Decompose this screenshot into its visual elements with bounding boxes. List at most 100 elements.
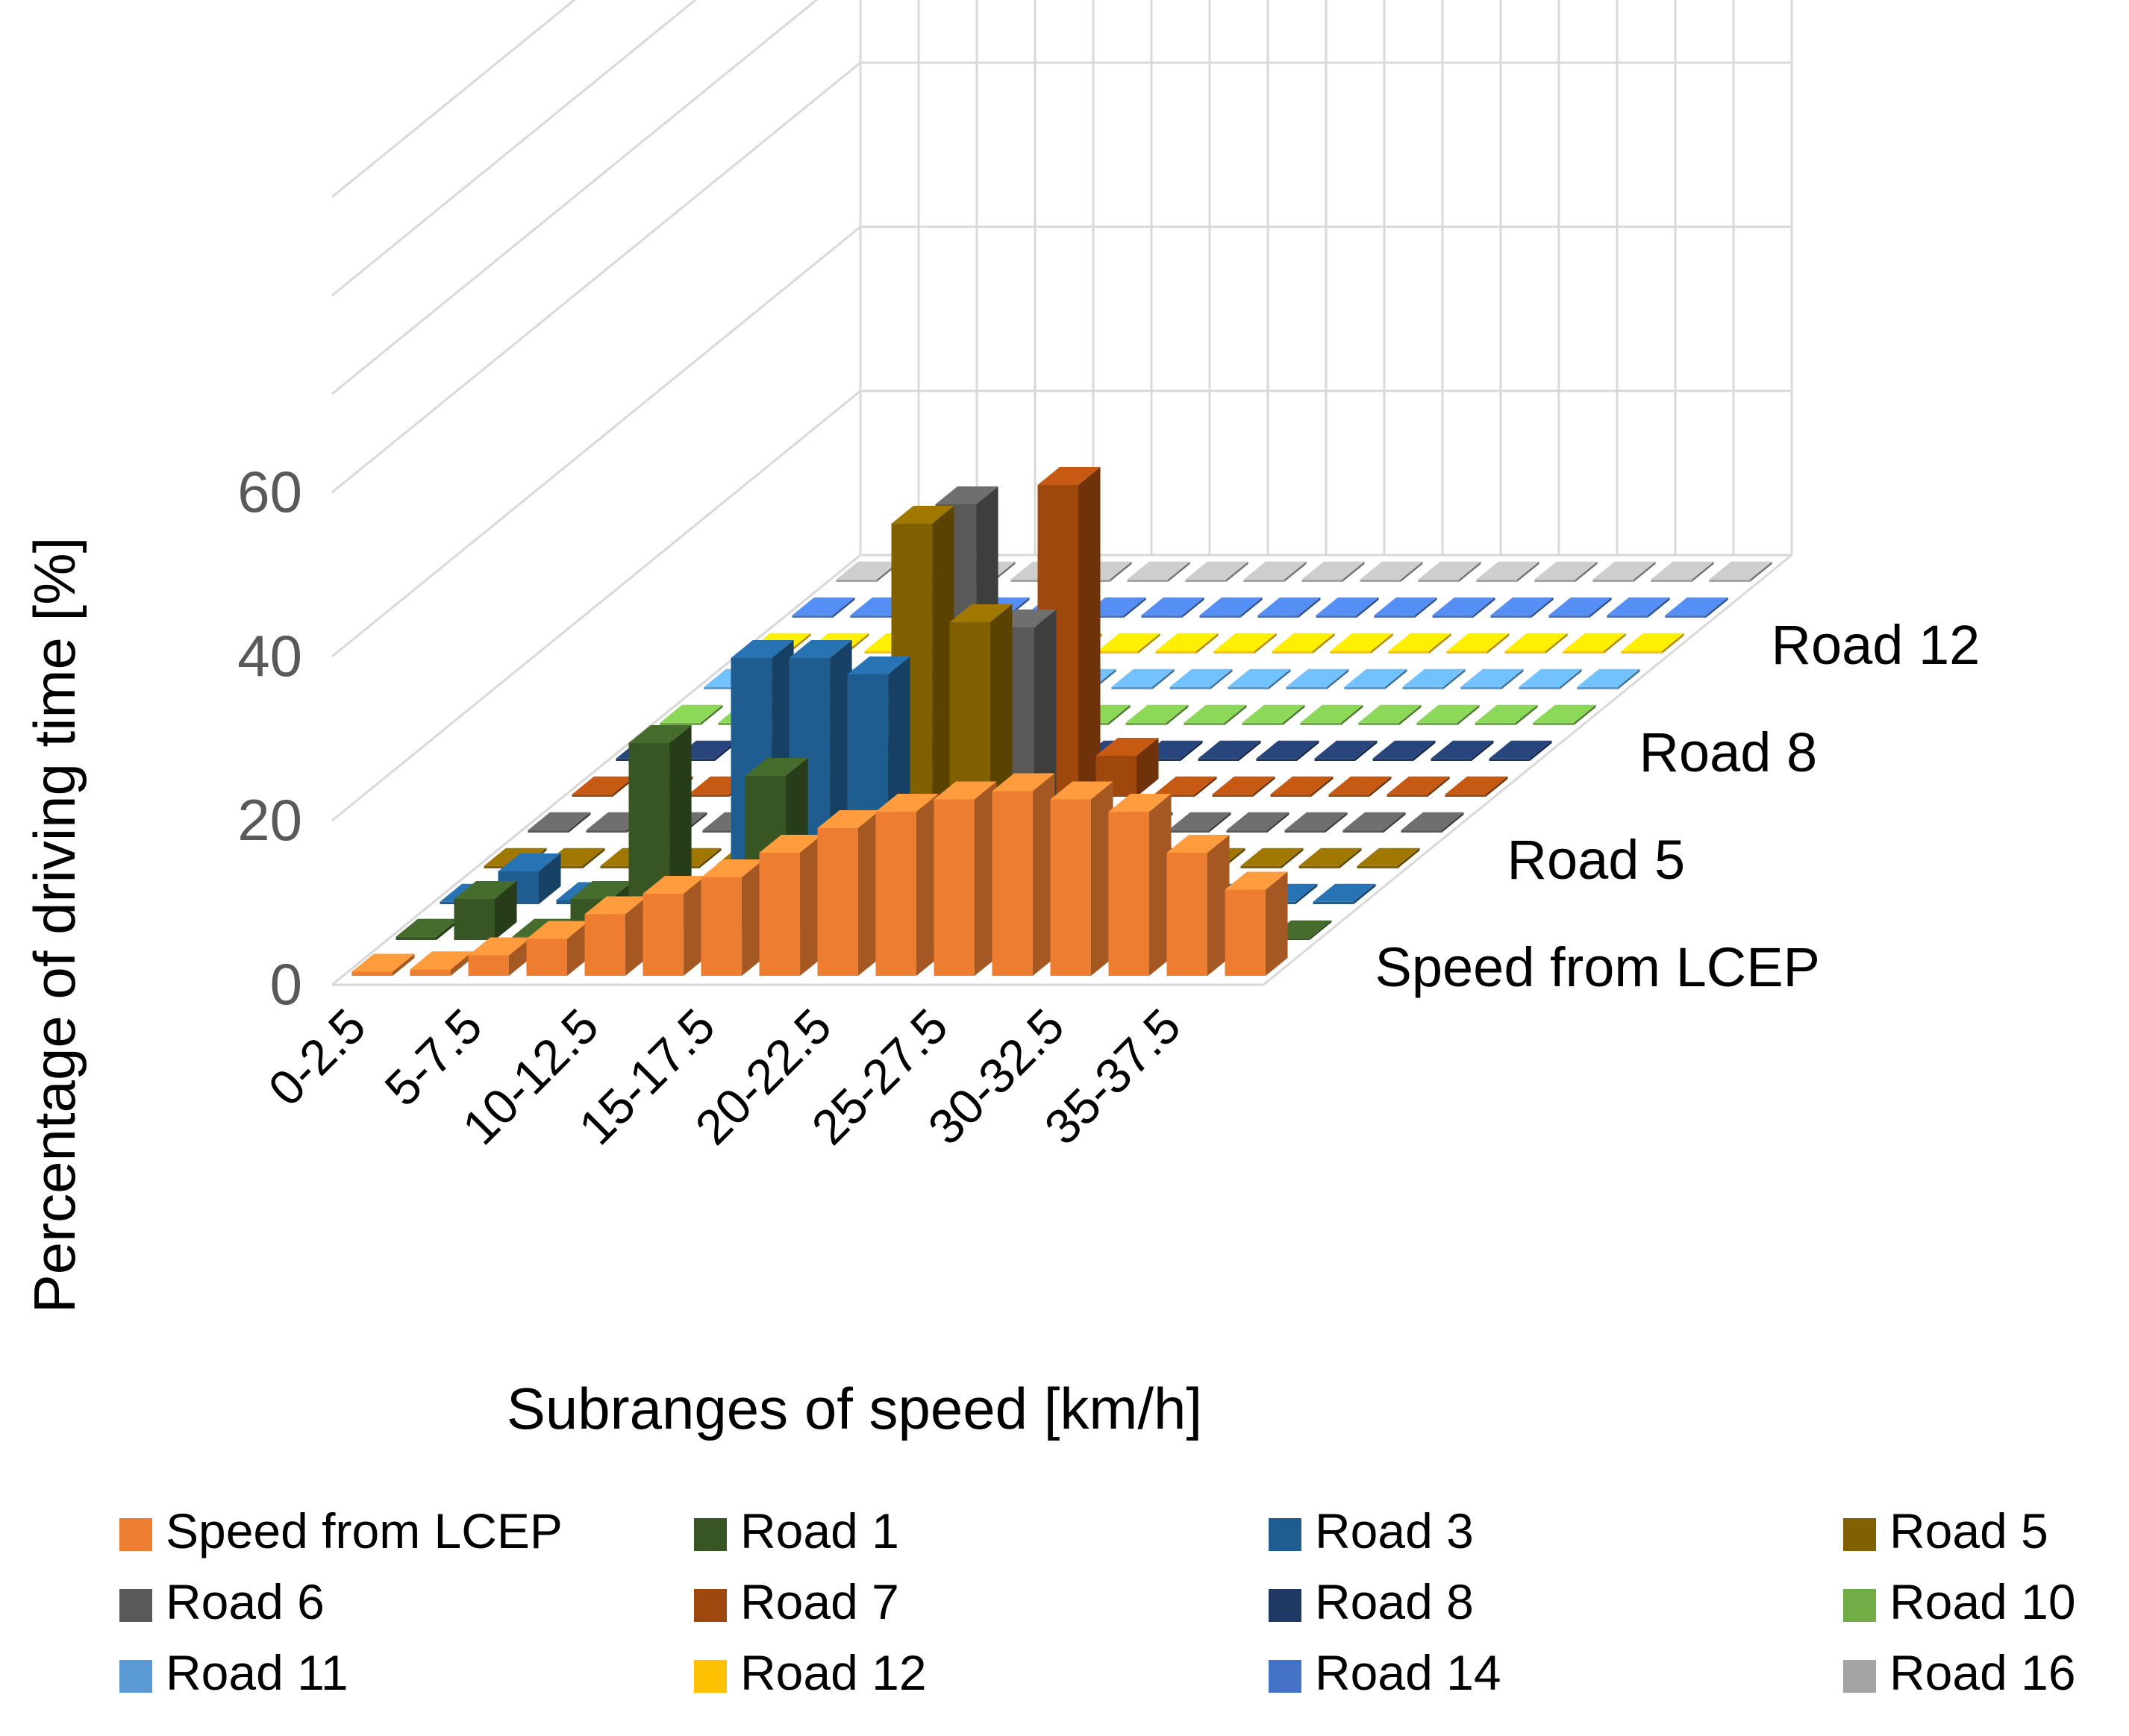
bar-road-16-15-17.5 <box>1185 561 1248 582</box>
bar-front-face <box>992 791 1033 976</box>
legend-swatch <box>1843 1518 1876 1551</box>
legend: Speed from LCEP Road 1 Road 3 Road 5 Road 6 R… <box>119 1503 2076 1700</box>
bar-side-face <box>1339 847 1362 868</box>
y-tick-label: 20 <box>237 787 302 853</box>
legend-swatch <box>119 1518 152 1551</box>
depth-axis-label: Road 12 <box>1772 614 1980 676</box>
bar-top-face <box>1651 561 1714 580</box>
bar-front-face <box>701 877 743 976</box>
bar-front-face <box>1548 615 1590 618</box>
bar-top-face <box>1607 597 1670 615</box>
bar-side-face <box>1530 740 1552 761</box>
bar-side-face <box>1648 597 1670 618</box>
bar-top-face <box>526 921 590 939</box>
bar-top-face <box>1185 561 1248 580</box>
bar-road-6-27.5-30 <box>1168 812 1231 833</box>
bar-side-face <box>1209 812 1231 833</box>
bar-road-7-35-37.5 <box>1386 776 1450 797</box>
bar-top-face <box>1169 668 1233 687</box>
legend-item: Road 14 <box>1269 1645 1501 1700</box>
bar-top-face <box>1257 597 1321 615</box>
bar-front-face <box>1243 579 1285 582</box>
bar-side-face <box>1429 633 1451 654</box>
bar-road-10-27.5-30 <box>1300 704 1363 725</box>
bar-side-face <box>1618 668 1640 689</box>
bar-top-face <box>484 847 547 866</box>
bar-side-face <box>393 953 415 976</box>
bar-front-face <box>1416 722 1457 725</box>
legend-label: Road 6 <box>166 1574 325 1629</box>
bar-road-16-22.5-25 <box>1360 561 1423 582</box>
bar-front-face <box>875 812 916 976</box>
bar-top-face <box>1050 781 1113 800</box>
bar-top-face <box>759 835 822 853</box>
bar-side-face <box>1225 704 1247 725</box>
bar-side-face <box>1604 633 1626 654</box>
bar-top-face <box>1388 633 1451 651</box>
bar-front-face <box>1475 722 1516 725</box>
bar-front-face <box>1651 579 1692 582</box>
bar-speed-from-lcep-27.5-30 <box>992 773 1055 976</box>
bar-top-face <box>1108 794 1172 812</box>
bar-side-face <box>1284 561 1307 582</box>
bar-road-6-35-37.5 <box>1342 812 1406 833</box>
bar-side-face <box>569 812 591 833</box>
bar-road-10-25-27.5 <box>1242 704 1305 725</box>
bar-front-face <box>1298 865 1339 868</box>
bar-front-face <box>526 938 567 976</box>
bar-top-face <box>1270 776 1334 795</box>
bar-road-16-17.5-20 <box>1243 561 1307 582</box>
bar-side-face <box>1181 740 1203 761</box>
bar-side-face <box>1267 812 1289 833</box>
bar-top-face <box>1489 740 1552 759</box>
legend-swatch <box>1843 1660 1876 1693</box>
bar-front-face <box>1445 794 1486 797</box>
bar-front-face <box>1402 686 1443 689</box>
bar-top-face <box>1284 812 1348 830</box>
bar-road-6-30-32.5 <box>1226 812 1289 833</box>
bar-road-10-0-2.5 <box>660 704 723 725</box>
bar-road-7-30-32.5 <box>1270 776 1334 797</box>
bar-side-face <box>1398 847 1420 868</box>
legend-swatch <box>119 1660 152 1693</box>
legend-label: Road 5 <box>1889 1503 2048 1558</box>
bar-top-face <box>1534 561 1598 580</box>
bar-road-10-30-32.5 <box>1358 704 1422 725</box>
bar-speed-from-lcep-5-7.5 <box>468 937 531 976</box>
bar-road-14-32.5-35 <box>1548 597 1612 618</box>
legend-swatch <box>1269 1518 1301 1551</box>
bar-top-face <box>1166 835 1230 853</box>
bar-top-face <box>410 951 473 970</box>
bar-side-face <box>1138 633 1160 654</box>
bar-road-7-32.5-35 <box>1328 776 1392 797</box>
bar-side-face <box>1517 561 1539 582</box>
y-tick-label: 0 <box>270 951 302 1017</box>
depth-axis-label: Road 8 <box>1639 721 1818 783</box>
bar-top-face <box>1358 704 1422 723</box>
bar-side-face <box>1168 561 1190 582</box>
bar-top-face <box>1357 847 1420 866</box>
bar-speed-from-lcep-32.5-35 <box>1108 794 1172 976</box>
bar-side-face <box>1443 668 1466 689</box>
bar-side-face <box>1078 467 1101 797</box>
bar-top-face <box>1401 812 1464 830</box>
bar-side-face <box>932 506 954 868</box>
bar-side-face <box>1706 597 1728 618</box>
bar-top-face <box>817 810 881 828</box>
bar-side-face <box>1401 561 1423 582</box>
bar-road-8-25-27.5 <box>1198 740 1261 761</box>
bar-road-10-32.5-35 <box>1416 704 1480 725</box>
bar-speed-from-lcep-22.5-25 <box>875 794 939 976</box>
side-wall-gridline <box>331 389 861 822</box>
bar-top-face <box>351 953 415 972</box>
bar-top-face <box>1475 704 1538 723</box>
legend-label: Road 11 <box>166 1645 348 1700</box>
legend-swatch <box>119 1589 152 1622</box>
bar-side-face <box>583 847 605 868</box>
bar-front-face <box>1316 615 1357 618</box>
bar-front-face <box>1272 651 1313 654</box>
bar-road-16-37.5-40 <box>1709 561 1772 582</box>
depth-axis-label: Speed from LCEP <box>1375 936 1820 998</box>
bar-front-face <box>1374 615 1415 618</box>
